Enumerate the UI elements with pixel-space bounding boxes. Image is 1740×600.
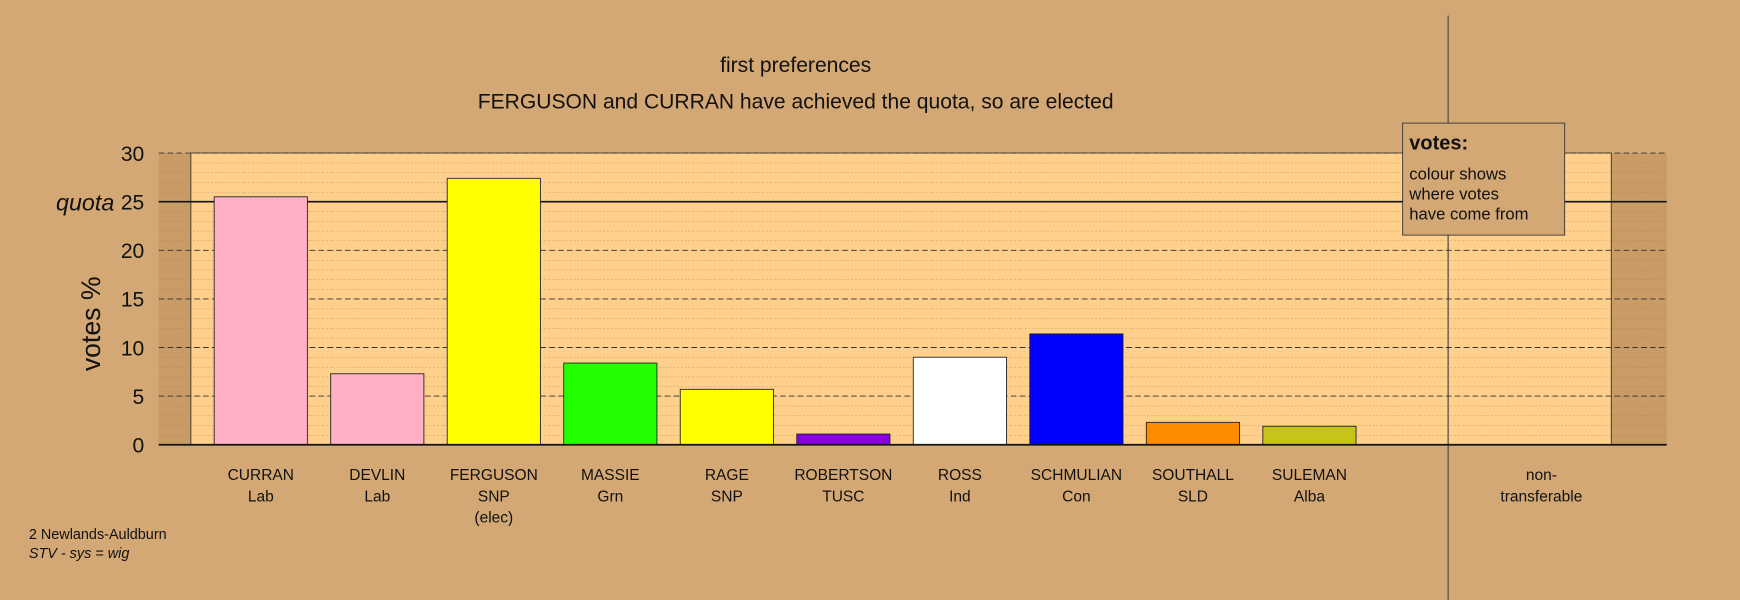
x-tick-label: DEVLIN xyxy=(349,467,405,484)
footer: 2 Newlands-Auldburn xyxy=(29,527,167,543)
y-tick-label: 25 xyxy=(121,191,144,214)
x-tick-label: ROBERTSON xyxy=(794,467,892,484)
legend-text: colour shows xyxy=(1409,165,1506,184)
x-tick-label: SNP xyxy=(711,488,743,505)
x-tick-label: TUSC xyxy=(822,488,864,505)
bar xyxy=(1145,421,1240,446)
x-tick-label: non- xyxy=(1526,467,1557,484)
x-tick-label: MASSIE xyxy=(581,467,640,484)
y-tick-label: 5 xyxy=(133,386,145,409)
x-tick-label: RAGE xyxy=(705,467,749,484)
x-tick-label: Ind xyxy=(949,488,971,505)
chart-title: first preferences xyxy=(720,54,871,77)
x-tick-label: (elec) xyxy=(474,509,513,526)
y-tick-label: 30 xyxy=(121,143,144,166)
y-axis-label: votes % xyxy=(76,277,106,372)
x-tick-label: SULEMAN xyxy=(1272,467,1347,484)
legend-text: have come from xyxy=(1409,205,1528,224)
x-tick-label: CURRAN xyxy=(228,467,294,484)
bar xyxy=(330,373,425,446)
quota-label: quota xyxy=(56,190,114,216)
x-tick-label: Grn xyxy=(597,488,623,505)
bar xyxy=(1029,333,1124,446)
y-tick-label: 10 xyxy=(121,337,144,360)
y-tick-label: 20 xyxy=(121,240,144,263)
x-tick-label: transferable xyxy=(1500,488,1582,505)
x-tick-label: Lab xyxy=(364,488,390,505)
marks: 0 5 10 15 20 25 30 quota CURRAN Lab DEVLIN Lab FERGU… xyxy=(56,143,1667,526)
x-tick-label: SNP xyxy=(478,488,510,505)
legend-box xyxy=(1402,122,1566,236)
bar xyxy=(213,196,308,446)
x-tick-label: SCHMULIAN xyxy=(1031,467,1122,484)
chart-subtitle: FERGUSON and CURRAN have achieved the qu… xyxy=(478,91,1114,114)
bar xyxy=(563,362,658,446)
y-tick-label: 15 xyxy=(121,289,144,312)
x-tick-label: Con xyxy=(1062,488,1090,505)
bar xyxy=(1262,425,1357,446)
footer: STV - sys = wig xyxy=(29,546,129,562)
x-tick-label: FERGUSON xyxy=(450,467,538,484)
bar xyxy=(446,177,541,446)
x-tick-label: ROSS xyxy=(938,467,982,484)
x-tick-label: SLD xyxy=(1178,488,1208,505)
bar xyxy=(679,388,774,446)
legend-text: where votes xyxy=(1408,185,1499,204)
x-tick-label: SOUTHALL xyxy=(1152,467,1234,484)
x-tick-label: Alba xyxy=(1294,488,1325,505)
y-tick-label: 0 xyxy=(133,435,145,458)
legend-title: votes: xyxy=(1409,133,1468,155)
x-tick-label: Lab xyxy=(248,488,274,505)
bar xyxy=(796,433,891,446)
bar xyxy=(912,356,1007,446)
